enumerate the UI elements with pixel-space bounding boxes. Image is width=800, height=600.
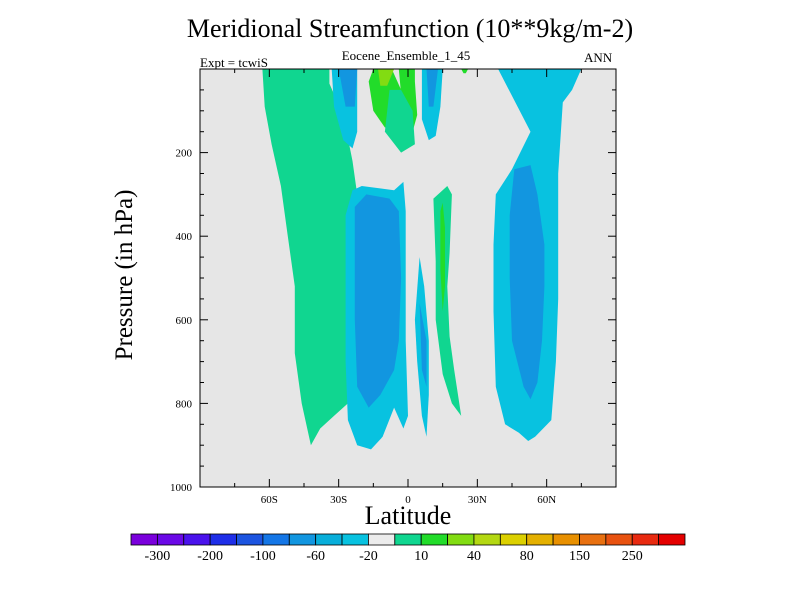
- colorbar-swatch: [315, 533, 343, 546]
- y-tick-label: 600: [176, 315, 193, 327]
- colorbar-swatch: [552, 533, 580, 546]
- colorbar-label: 10: [414, 549, 428, 564]
- contour-region-9: [426, 69, 438, 107]
- colorbar-swatch: [420, 533, 448, 546]
- colorbar-label: 150: [569, 549, 590, 564]
- y-tick-label: 400: [176, 231, 193, 243]
- x-tick-label: 0: [405, 494, 411, 506]
- colorbar-swatch: [341, 533, 369, 546]
- contour-region-19: [509, 165, 545, 400]
- colorbar-swatch: [658, 533, 686, 546]
- colorbar-label: -300: [145, 549, 171, 564]
- colorbar-swatch: [605, 533, 633, 546]
- experiment-label: Expt = tcwiS: [200, 55, 268, 70]
- colorbar-swatch: [288, 533, 317, 546]
- contour-region-7: [384, 89, 415, 153]
- colorbar-label: 40: [467, 549, 481, 564]
- colorbar-swatch: [394, 533, 422, 546]
- contour-region-10: [461, 69, 469, 74]
- y-tick-label: 1000: [170, 482, 193, 494]
- colorbar-swatch: [473, 533, 501, 546]
- colorbar-label: -200: [197, 549, 223, 564]
- season-label: ANN: [584, 50, 613, 65]
- colorbar-swatch: [156, 533, 185, 546]
- colorbar-swatch: [130, 533, 158, 546]
- colorbar-swatch: [209, 533, 237, 546]
- x-tick-label: 60S: [261, 494, 278, 506]
- colorbar-label: -20: [359, 549, 378, 564]
- colorbar-swatch: [447, 533, 475, 546]
- colorbar-label: 250: [622, 549, 643, 564]
- y-tick-label: 800: [176, 398, 193, 410]
- contour-region-11: [433, 186, 462, 416]
- colorbar-swatch: [631, 533, 660, 546]
- colorbar-label: -60: [306, 549, 325, 564]
- colorbar-label: -100: [250, 549, 276, 564]
- colorbar-swatch: [368, 533, 396, 546]
- contour-region-1: [262, 69, 358, 446]
- y-tick-label: 200: [176, 148, 193, 160]
- contour-region-15: [354, 194, 402, 408]
- colorbar-swatch: [579, 533, 607, 546]
- contour-region-17: [419, 303, 427, 387]
- x-axis-label: Latitude: [364, 501, 452, 530]
- colorbar-swatch: [526, 533, 554, 546]
- colorbar-swatch: [499, 533, 528, 546]
- chart-subtitle: Eocene_Ensemble_1_45: [341, 48, 471, 63]
- colorbar-label: 80: [520, 549, 534, 564]
- contour-region-12: [440, 202, 445, 312]
- x-tick-label: 60N: [537, 494, 556, 506]
- contour-region-3: [338, 69, 358, 107]
- colorbar-swatch: [262, 533, 290, 546]
- colorbar-swatch: [236, 533, 264, 546]
- x-tick-label: 30N: [468, 494, 487, 506]
- colorbar-swatch: [183, 533, 211, 546]
- chart-title: Meridional Streamfunction (10**9kg/m-2): [186, 14, 634, 43]
- x-tick-label: 30S: [330, 494, 347, 506]
- contour-region-5: [378, 69, 395, 86]
